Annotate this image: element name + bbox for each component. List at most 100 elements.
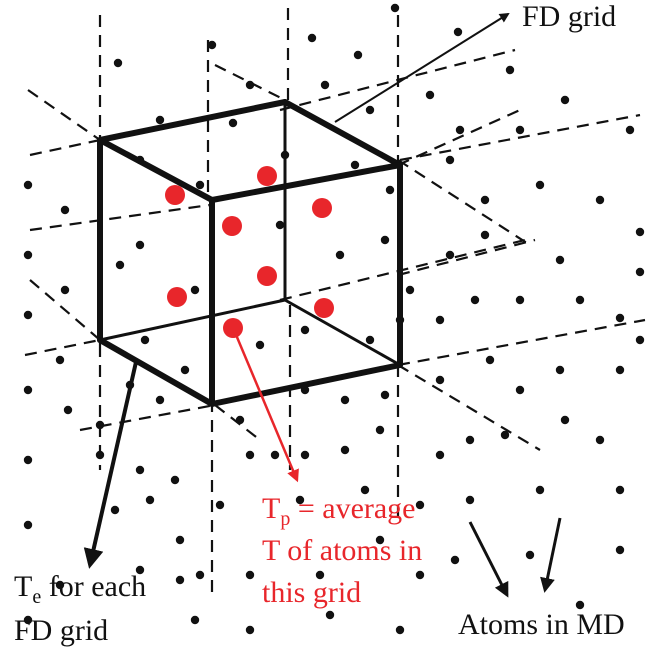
- md-atom: [335, 250, 345, 260]
- md-atom: [555, 255, 565, 265]
- atom-in-grid: [314, 298, 334, 318]
- atom-in-grid: [222, 216, 242, 236]
- md-atom: [365, 105, 375, 115]
- md-atom: [175, 575, 185, 585]
- md-atoms: [23, 3, 645, 635]
- tp-label-line-3: this grid: [262, 576, 361, 609]
- md-atom: [155, 115, 165, 125]
- cube-edge: [97, 337, 215, 407]
- md-atom: [325, 610, 335, 620]
- md-atom: [380, 390, 390, 400]
- md-atom: [207, 40, 217, 50]
- md-atom: [245, 570, 255, 580]
- md-atom: [63, 405, 73, 415]
- md-atom: [190, 285, 200, 295]
- md-atom: [560, 415, 570, 425]
- md-atom: [95, 420, 105, 430]
- atom-in-grid: [312, 198, 332, 218]
- md-atom: [555, 365, 565, 375]
- cube-edge: [97, 137, 215, 203]
- md-atom: [595, 195, 605, 205]
- md-atom: [415, 500, 425, 510]
- md-atom: [23, 455, 33, 465]
- grid-line: [214, 64, 286, 101]
- md-atom: [615, 313, 625, 323]
- grid-line: [27, 89, 101, 141]
- tp-label-line-1: Tp = average: [262, 492, 416, 530]
- md-atom: [635, 227, 645, 237]
- grid-line: [397, 318, 646, 367]
- md-atom: [350, 160, 360, 170]
- md-atom: [245, 625, 255, 635]
- md-atom: [255, 340, 265, 350]
- grid-line: [24, 338, 101, 357]
- md-atom: [480, 195, 490, 205]
- md-atom: [340, 395, 350, 405]
- md-atom: [425, 90, 435, 100]
- md-atom: [635, 267, 645, 277]
- md-atom: [228, 118, 238, 128]
- cube-edge: [209, 362, 403, 407]
- md-atom: [465, 435, 475, 445]
- md-atom: [465, 495, 475, 505]
- te-label-line-2: FD grid: [14, 614, 108, 647]
- grid-line: [29, 279, 101, 341]
- atoms-pointer-arrow-right: [540, 517, 562, 593]
- md-atom: [180, 365, 190, 375]
- md-atom: [615, 365, 625, 375]
- atom-in-grid: [257, 166, 277, 186]
- md-atom: [23, 250, 33, 260]
- md-atom: [505, 65, 515, 75]
- md-atom: [195, 180, 205, 190]
- md-atom: [575, 295, 585, 305]
- md-atom: [615, 545, 625, 555]
- md-atom: [353, 50, 363, 60]
- fd-grid-cell: [97, 99, 403, 407]
- md-atom: [60, 285, 70, 295]
- tp-pointer-arrow: [232, 329, 299, 483]
- md-atom: [485, 355, 495, 365]
- md-atom: [395, 625, 405, 635]
- md-atom: [245, 80, 255, 90]
- md-atom: [515, 385, 525, 395]
- atoms-pointer-arrow-left: [468, 521, 509, 598]
- md-atom: [525, 550, 535, 560]
- md-atom: [615, 485, 625, 495]
- md-atom: [625, 125, 635, 135]
- md-atom: [450, 555, 460, 565]
- md-atom: [445, 155, 455, 165]
- md-atom: [453, 27, 463, 37]
- md-atom: [375, 425, 385, 435]
- md-atom: [320, 80, 330, 90]
- md-atom: [135, 465, 145, 475]
- md-atom: [575, 600, 585, 610]
- md-atom: [245, 450, 255, 460]
- md-atom: [190, 615, 200, 625]
- md-atom: [135, 565, 145, 575]
- grid-line: [29, 138, 101, 157]
- cube-edge: [97, 99, 288, 143]
- md-atom: [435, 375, 445, 385]
- md-atom: [535, 485, 545, 495]
- md-atom: [215, 500, 225, 510]
- cube-hidden-edge: [99, 298, 286, 342]
- md-atom: [135, 240, 145, 250]
- md-atom: [340, 445, 350, 455]
- atom-in-grid: [223, 318, 243, 338]
- md-atom: [360, 485, 370, 495]
- md-atom: [390, 3, 400, 13]
- md-atom: [415, 570, 425, 580]
- grid-line: [399, 113, 641, 162]
- md-atom: [145, 495, 155, 505]
- md-atom: [155, 395, 165, 405]
- md-atom: [385, 185, 395, 195]
- md-atom: [275, 220, 285, 230]
- fd-grid-pointer-arrow: [334, 12, 510, 123]
- md-atom: [515, 295, 525, 305]
- md-atom: [435, 450, 445, 460]
- md-atom: [315, 570, 325, 580]
- md-atom: [175, 535, 185, 545]
- grid-line: [397, 364, 541, 451]
- md-atom: [23, 385, 33, 395]
